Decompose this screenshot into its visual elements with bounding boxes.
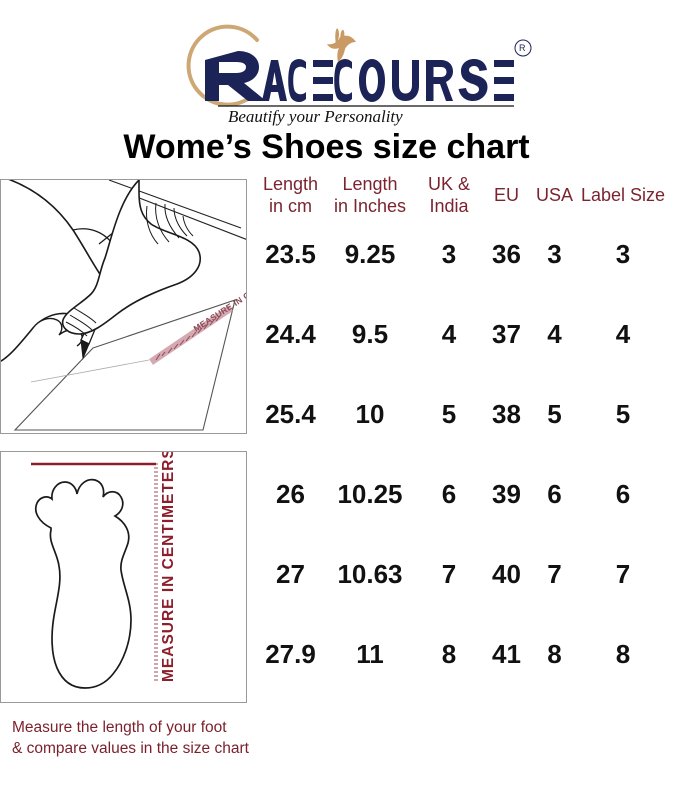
svg-text:Beautify your Personality: Beautify your Personality (228, 107, 403, 126)
svg-text:R: R (519, 43, 526, 53)
svg-text:MEASURE IN CENTIMETERS: MEASURE IN CENTIMETERS (160, 452, 177, 682)
